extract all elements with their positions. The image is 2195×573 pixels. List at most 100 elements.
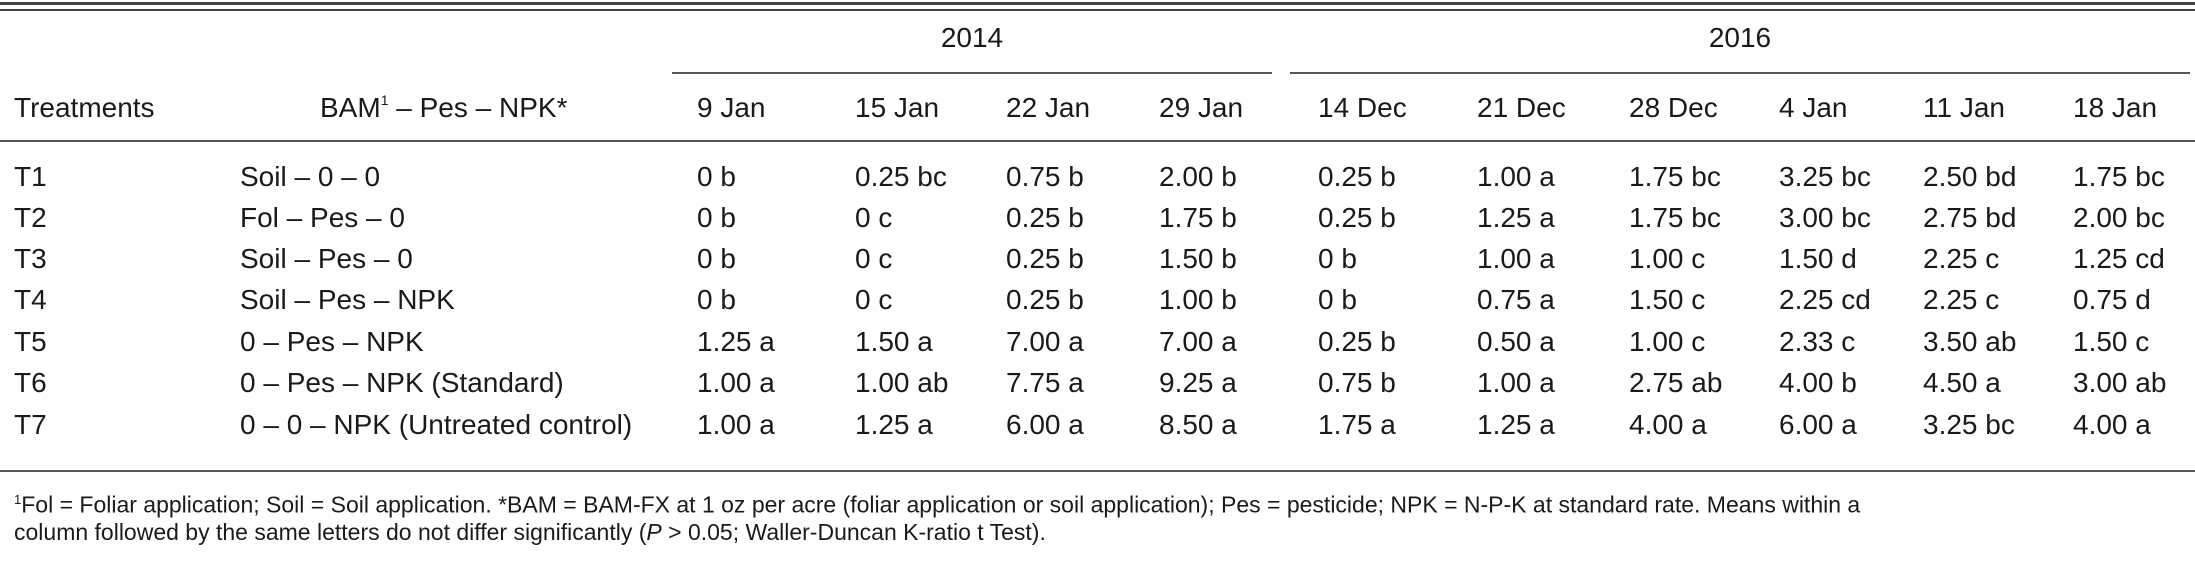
footnote-line-1: 1Fol = Foliar application; Soil = Soil a… — [14, 491, 1861, 518]
date-header: 18 Jan — [2073, 92, 2158, 123]
table-cell: 4.00 a — [1629, 409, 1707, 440]
date-header: 15 Jan — [855, 92, 940, 123]
treatment-description: 0 – Pes – NPK — [240, 326, 424, 357]
footnote-line-2: column followed by the same letters do n… — [14, 519, 1046, 545]
table-cell: 0.25 b — [1006, 243, 1084, 274]
table-cell: 2.25 cd — [1779, 284, 1871, 315]
year-header-2016: 2016 — [1708, 22, 1772, 53]
table-cell: 3.25 bc — [1779, 161, 1871, 192]
table-cell: 1.00 a — [1477, 161, 1555, 192]
table-cell: 2.25 c — [1923, 284, 2000, 315]
treatment-description: 0 – Pes – NPK (Standard) — [240, 367, 564, 398]
table-cell: 1.75 bc — [1629, 202, 1721, 233]
table-cell: 1.25 a — [697, 326, 775, 357]
table-cell: 2.00 bc — [2073, 202, 2165, 233]
table-cell: 0 c — [855, 202, 893, 233]
table-cell: 0.25 b — [1318, 161, 1396, 192]
table-cell: 1.25 a — [1477, 202, 1555, 233]
table-cell: 1.00 a — [1477, 243, 1555, 274]
table-cell: 0.25 b — [1318, 326, 1396, 357]
treatment-description: Soil – Pes – NPK — [240, 284, 455, 315]
treatment-id: T5 — [14, 326, 47, 357]
table-cell: 0 b — [1318, 284, 1357, 315]
year-2016-underline — [1290, 72, 2190, 74]
treatment-id: T2 — [14, 202, 47, 233]
table-cell: 0 b — [697, 243, 736, 274]
table-cell: 4.00 b — [1779, 367, 1857, 398]
table-cell: 3.25 bc — [1923, 409, 2015, 440]
table-cell: 2.25 c — [1923, 243, 2000, 274]
table-cell: 2.75 bd — [1923, 202, 2017, 233]
table-cell: 0.25 bc — [855, 161, 947, 192]
treatment-id: T6 — [14, 367, 47, 398]
table-cell: 3.50 ab — [1923, 326, 2017, 357]
date-header: 29 Jan — [1159, 92, 1244, 123]
table-cell: 1.75 a — [1318, 409, 1396, 440]
table-cell: 0.25 b — [1006, 202, 1084, 233]
date-header: 4 Jan — [1779, 92, 1848, 123]
treatment-id: T4 — [14, 284, 47, 315]
table-cell: 1.25 a — [1477, 409, 1555, 440]
table-top-rule — [0, 2, 2195, 5]
treatment-id: T3 — [14, 243, 47, 274]
table-cell: 6.00 a — [1779, 409, 1857, 440]
treatment-description: 0 – 0 – NPK (Untreated control) — [240, 409, 633, 440]
table-cell: 1.25 a — [855, 409, 933, 440]
table-cell: 2.50 bd — [1923, 161, 2017, 192]
treatment-description: Soil – Pes – 0 — [240, 243, 413, 274]
table-cell: 6.00 a — [1006, 409, 1084, 440]
table-cell: 0.75 d — [2073, 284, 2151, 315]
table-cell: 1.50 c — [2073, 326, 2150, 357]
bam-pes-npk-header: BAM1 – Pes – NPK* — [320, 91, 568, 123]
table-cell: 2.00 b — [1159, 161, 1237, 192]
treatment-id: T7 — [14, 409, 47, 440]
table-cell: 1.00 a — [1477, 367, 1555, 398]
date-header: 9 Jan — [697, 92, 766, 123]
table-cell: 0.25 b — [1006, 284, 1084, 315]
treatment-id: T1 — [14, 161, 47, 192]
treatments-header: Treatments — [14, 92, 155, 123]
table-cell: 0 b — [697, 284, 736, 315]
table-cell: 0 b — [1318, 243, 1357, 274]
table-bottom-rule — [0, 470, 2195, 472]
table-cell: 1.75 bc — [2073, 161, 2165, 192]
table-cell: 1.00 b — [1159, 284, 1237, 315]
table-cell: 1.00 a — [697, 367, 775, 398]
table-cell: 1.75 b — [1159, 202, 1237, 233]
table-cell: 0.50 a — [1477, 326, 1555, 357]
table-cell: 1.50 d — [1779, 243, 1857, 274]
table-cell: 1.50 c — [1629, 284, 1706, 315]
date-header: 21 Dec — [1477, 92, 1566, 123]
table-cell: 7.75 a — [1006, 367, 1084, 398]
table-cell: 1.50 b — [1159, 243, 1237, 274]
table-cell: 1.00 ab — [855, 367, 949, 398]
treatment-description: Fol – Pes – 0 — [240, 202, 405, 233]
table-cell: 2.33 c — [1779, 326, 1856, 357]
table-cell: 0 b — [697, 161, 736, 192]
year-2014-underline — [672, 72, 1272, 74]
table-cell: 0 c — [855, 243, 893, 274]
table-cell: 1.75 bc — [1629, 161, 1721, 192]
year-header-2014: 2014 — [940, 22, 1004, 53]
table-cell: 4.50 a — [1923, 367, 2001, 398]
table-cell: 4.00 a — [2073, 409, 2151, 440]
table-cell: 7.00 a — [1006, 326, 1084, 357]
table-cell: 7.00 a — [1159, 326, 1237, 357]
header-bottom-rule — [0, 140, 2195, 142]
table-cell: 1.00 c — [1629, 326, 1706, 357]
table-cell: 0.75 b — [1318, 367, 1396, 398]
table-cell: 0 c — [855, 284, 893, 315]
table-cell: 8.50 a — [1159, 409, 1237, 440]
table-cell: 0.75 b — [1006, 161, 1084, 192]
table-cell: 9.25 a — [1159, 367, 1237, 398]
table-cell: 1.25 cd — [2073, 243, 2165, 274]
treatment-description: Soil – 0 – 0 — [240, 161, 381, 192]
table-cell: 2.75 ab — [1629, 367, 1723, 398]
table-cell: 3.00 bc — [1779, 202, 1871, 233]
date-header: 28 Dec — [1629, 92, 1718, 123]
table-top-rule-second — [0, 9, 2195, 11]
date-header: 14 Dec — [1318, 92, 1407, 123]
date-header: 22 Jan — [1006, 92, 1091, 123]
table-cell: 0 b — [697, 202, 736, 233]
table-cell: 0.25 b — [1318, 202, 1396, 233]
